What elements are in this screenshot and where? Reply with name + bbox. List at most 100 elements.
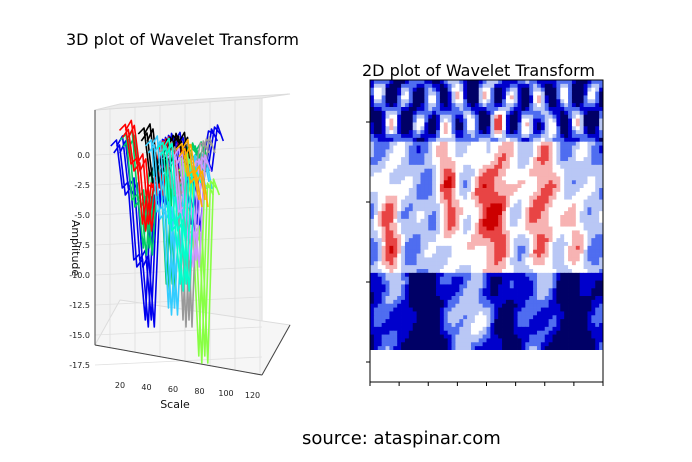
heatmap-cell [587, 257, 592, 262]
heatmap-cell [451, 245, 456, 251]
heatmap-cell [505, 245, 511, 251]
heatmap-cell [564, 161, 569, 166]
heatmap-cell [540, 103, 546, 108]
heatmap-cell [455, 230, 460, 235]
heatmap-cell [490, 245, 495, 251]
heatmap-cell [463, 137, 468, 143]
heatmap-cell [381, 110, 386, 116]
heatmap-cell [513, 265, 518, 270]
heatmap-cell [505, 261, 511, 266]
heatmap-cell [498, 323, 503, 328]
heatmap-cell [513, 188, 518, 193]
heatmap-cell [498, 222, 503, 227]
heatmap-cell [370, 280, 375, 285]
heatmap-cell [564, 215, 569, 220]
heatmap-cell [459, 230, 464, 235]
heatmap-cell [568, 126, 573, 131]
heatmap-cell [377, 265, 383, 270]
heatmap-cell [408, 141, 414, 146]
heatmap-cell [587, 315, 592, 320]
heatmap-cell [385, 141, 390, 146]
heatmap-cell [540, 191, 546, 197]
heatmap-cell [533, 226, 538, 231]
heatmap-cell [389, 180, 394, 185]
heatmap-cell [455, 118, 460, 123]
heatmap-cell [502, 272, 507, 278]
heatmap-cell [373, 299, 379, 305]
heatmap-cell [517, 141, 522, 146]
heatmap-cell [424, 222, 429, 227]
heatmap-cell [587, 230, 592, 235]
heatmap-cell [428, 176, 433, 181]
heatmap-cell [470, 307, 476, 312]
heatmap-cell [521, 195, 526, 200]
heatmap-cell [564, 276, 569, 281]
heatmap-cell [420, 272, 425, 278]
heatmap-cell [540, 311, 546, 316]
heatmap-cell [552, 211, 557, 216]
heatmap-cell [393, 188, 398, 193]
heatmap-cell [470, 269, 476, 274]
heatmap-cell [568, 253, 573, 258]
heatmap-cell [521, 118, 526, 123]
heatmap-cell [416, 218, 421, 224]
heatmap-cell [377, 280, 383, 285]
heatmap-cell [525, 91, 530, 96]
heatmap-cell [389, 272, 394, 278]
heatmap-cell [548, 280, 553, 285]
heatmap-cell [443, 342, 449, 347]
heatmap-cell [579, 330, 584, 335]
heatmap-cell [502, 265, 507, 270]
heatmap-cell [498, 307, 503, 312]
heatmap-cell [509, 153, 515, 158]
heatmap-cell [502, 195, 507, 200]
heatmap-cell [502, 176, 507, 181]
heatmap-cell [599, 257, 603, 262]
heatmap-cell [490, 296, 495, 301]
heatmap-cell [513, 330, 518, 335]
heatmap-cell [470, 265, 476, 270]
heatmap-cell [599, 242, 603, 247]
heatmap-cell [525, 346, 530, 350]
heatmap-cell [432, 238, 437, 243]
heatmap-cell [451, 265, 456, 270]
heatmap-cell [544, 161, 550, 166]
heatmap-cell [397, 118, 402, 123]
heatmap-cell [525, 103, 530, 108]
heatmap-cell [443, 180, 449, 185]
heatmap-cell [424, 195, 429, 200]
heatmap-cell [490, 157, 495, 162]
heatmap-cell [385, 323, 390, 328]
heatmap-cell [370, 114, 375, 119]
heatmap-cell [381, 195, 386, 200]
heatmap-cell [568, 99, 573, 104]
heatmap-cell [502, 342, 507, 347]
heatmap-cell [575, 126, 581, 131]
heatmap-cell [482, 153, 487, 158]
heatmap-cell [544, 207, 550, 212]
heatmap-cell [478, 87, 484, 92]
heatmap-cell [513, 269, 518, 274]
heatmap-cell [544, 249, 550, 254]
heatmap-cell [455, 315, 460, 320]
heatmap-cell [540, 114, 546, 119]
heatmap-cell [467, 153, 472, 158]
heatmap-cell [583, 330, 588, 335]
heatmap-cell [552, 330, 557, 335]
heatmap-cell [474, 218, 480, 224]
heatmap-cell [513, 211, 518, 216]
heatmap-cell [467, 180, 472, 185]
heatmap-cell [552, 342, 557, 347]
heatmap-cell [587, 164, 592, 170]
heatmap-cell [478, 110, 484, 116]
heatmap-cell [560, 257, 565, 262]
heatmap-cell [599, 319, 603, 324]
heatmap-cell [552, 103, 557, 108]
heatmap-cell [490, 180, 495, 185]
heatmap-cell [525, 203, 530, 208]
heatmap-cell [568, 199, 573, 204]
heatmap-cell [424, 261, 429, 266]
heatmap-cell [467, 346, 472, 350]
heatmap-cell [373, 118, 379, 123]
heatmap-cell [401, 107, 406, 112]
